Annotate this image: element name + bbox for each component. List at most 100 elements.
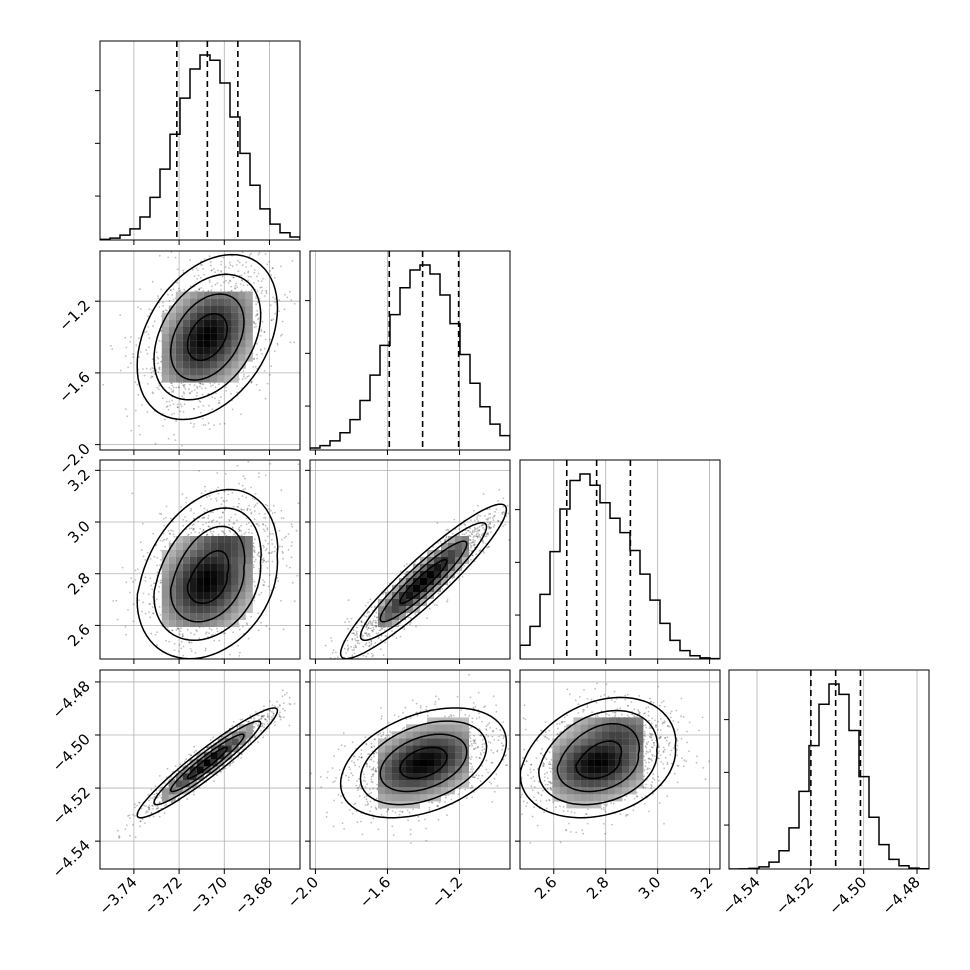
panel-frame-2-1 <box>309 459 511 660</box>
sample-point <box>485 533 488 535</box>
sample-point <box>230 285 233 288</box>
sample-point <box>183 383 186 386</box>
density-cell <box>168 375 176 383</box>
density-cell <box>210 592 218 599</box>
density-cell <box>196 592 204 599</box>
density-cell <box>231 368 239 376</box>
sample-point <box>215 392 217 395</box>
sample-point <box>169 289 172 292</box>
sample-point <box>266 382 269 385</box>
sample-point <box>217 235 219 237</box>
sample-point <box>146 411 149 413</box>
sample-point <box>166 537 169 540</box>
sample-point <box>332 649 335 652</box>
sample-point <box>132 580 135 583</box>
sample-point <box>259 286 262 289</box>
sample-point <box>238 530 241 532</box>
sample-point <box>201 246 203 248</box>
sample-point <box>165 406 168 408</box>
sample-point <box>264 253 267 255</box>
density-cell <box>245 536 253 543</box>
sample-point <box>236 385 238 388</box>
sample-point <box>252 497 254 500</box>
sample-point <box>160 330 163 333</box>
sample-point <box>473 519 476 522</box>
sample-point <box>355 632 358 635</box>
sample-point <box>245 266 248 268</box>
sample-point <box>155 351 158 354</box>
sample-point <box>376 616 378 619</box>
sample-point <box>231 526 234 528</box>
sample-point <box>526 502 528 504</box>
sample-point <box>146 352 149 355</box>
sample-point <box>262 523 264 525</box>
sample-point <box>266 535 269 538</box>
sample-point <box>254 492 257 495</box>
sample-point <box>176 403 179 406</box>
sample-point <box>283 308 286 311</box>
sample-point <box>469 544 472 546</box>
density-cell <box>189 550 197 557</box>
density-cell <box>168 620 176 627</box>
density-cell <box>196 361 204 369</box>
sample-point <box>159 360 162 363</box>
sample-point <box>258 555 260 557</box>
sample-point <box>138 425 140 427</box>
panel-frame-1-1 <box>309 250 511 451</box>
sample-point <box>169 404 171 407</box>
density-cell <box>217 305 225 313</box>
sample-point <box>290 556 293 559</box>
sample-point <box>158 789 161 792</box>
sample-point <box>270 319 273 321</box>
sample-point <box>199 385 201 388</box>
sample-point <box>158 801 161 804</box>
density-cell <box>378 606 385 613</box>
sample-point <box>474 528 477 530</box>
sample-point <box>317 689 319 691</box>
sample-point <box>266 263 269 266</box>
sample-point <box>253 546 256 549</box>
sample-point <box>158 585 161 588</box>
sample-point <box>476 518 478 520</box>
sample-point <box>270 319 273 322</box>
density-cell <box>189 361 197 369</box>
sample-point <box>201 393 204 396</box>
sample-point <box>504 523 507 526</box>
sample-point <box>252 542 255 545</box>
sample-point <box>444 539 447 542</box>
sample-point <box>279 545 281 548</box>
sample-point <box>279 334 282 337</box>
sample-point <box>237 506 240 508</box>
sample-point <box>181 445 184 447</box>
sample-point <box>271 560 274 563</box>
sample-point <box>182 384 185 387</box>
sample-point <box>144 580 147 582</box>
sample-point <box>137 393 140 396</box>
sample-point <box>158 388 160 391</box>
density-cell <box>406 592 413 599</box>
sample-point <box>211 408 214 410</box>
density-cell <box>224 585 232 592</box>
density-cell <box>217 578 225 585</box>
density-cell <box>441 578 448 585</box>
sample-point <box>208 495 211 497</box>
sample-point <box>368 635 371 637</box>
sample-point <box>228 523 231 526</box>
sample-point <box>215 499 218 502</box>
sample-point <box>469 527 472 530</box>
sample-point <box>219 423 222 425</box>
sample-point <box>172 533 175 536</box>
sample-point <box>216 627 218 630</box>
sample-point <box>176 268 179 271</box>
density-cell <box>161 557 169 564</box>
sample-point <box>266 237 268 239</box>
sample-point <box>127 366 129 369</box>
sample-point <box>264 503 267 506</box>
sample-point <box>186 628 189 631</box>
sample-point <box>256 313 259 316</box>
sample-point <box>262 736 265 739</box>
sample-point <box>152 612 155 615</box>
sample-point <box>371 629 373 632</box>
y-tick-label: −1.6 <box>55 368 93 406</box>
density-cell <box>210 361 218 369</box>
